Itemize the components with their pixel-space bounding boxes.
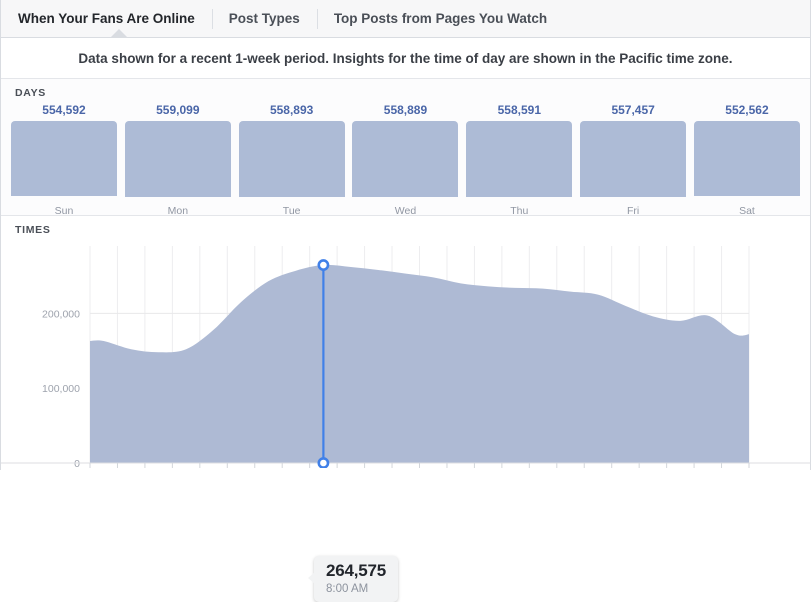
chart-selection-handle-top[interactable] [317,259,330,271]
day-bar-sat[interactable]: 552,562 [693,103,800,199]
chart-selection-marker [317,259,330,468]
day-axis-label-sun: Sun [54,205,74,217]
day-bar-rect [466,121,573,197]
chart-area-series [90,264,749,463]
times-section-label: TIMES [15,224,51,236]
tab-when-your-fans-are-online[interactable]: When Your Fans Are Online [1,0,212,38]
day-bar-rect [238,121,345,197]
day-axis-label-wed: Wed [394,205,417,217]
day-bar-value: 557,457 [611,103,655,117]
tooltip-time: 8:00 AM [326,583,369,595]
tooltip-value: 264,575 [326,561,387,580]
day-axis-label-tue: Tue [282,205,301,217]
day-bar-mon[interactable]: 559,099 [124,103,231,199]
day-bar-value: 559,099 [156,103,200,117]
day-bar-wed[interactable]: 558,889 [352,103,459,199]
day-axis-label-thu: Thu [510,205,529,217]
subtitle-row: Data shown for a recent 1-week period. I… [1,38,810,79]
days-section-label: DAYS [15,87,47,99]
day-bar-fri[interactable]: 557,457 [580,103,687,199]
chart-y-tick-label: 200,000 [42,308,80,320]
day-axis-label-fri: Fri [627,205,640,217]
day-bar-rect [11,121,117,196]
day-bar-value: 558,591 [497,103,541,117]
chart-x-axis: 3:00 AM6:00 AM9:00 AM3:00 PM6:00 PM9:00 … [1,462,811,468]
tab-label: Post Types [228,11,300,26]
day-axis-label-sat: Sat [739,205,755,217]
day-bar-thu[interactable]: 558,591 [466,103,573,199]
chart-tooltip: 264,575 8:00 AM [307,556,399,602]
day-axis-label-mon: Mon [167,205,189,217]
day-bar-value: 558,893 [269,103,314,117]
tab-label: When Your Fans Are Online [18,11,195,26]
days-axis-labels: Sun Mon Tue Wed Thu Fri Sat [11,205,800,217]
active-tab-caret-icon [110,29,128,38]
day-bar-rect [352,121,459,197]
days-section: DAYS 554,592 559,099 558,893 558,889 558,591… [1,79,810,217]
subtitle-text: Data shown for a recent 1-week period. I… [78,50,733,66]
tab-bar: When Your Fans Are Online Post Types Top… [1,0,810,38]
day-bar-rect [693,121,800,196]
tab-top-posts-from-pages-you-watch[interactable]: Top Posts from Pages You Watch [316,0,564,38]
tab-post-types[interactable]: Post Types [211,0,317,38]
day-bar-sun[interactable]: 554,592 [11,103,117,199]
days-bar-chart: 554,592 559,099 558,893 558,889 558,591 557,4… [11,103,800,199]
day-bar-value: 552,562 [725,103,769,117]
day-bar-rect [580,121,687,197]
day-bar-rect [124,121,231,197]
day-bar-value: 558,889 [383,103,428,117]
chart-selection-handle-bottom[interactable] [317,457,330,468]
day-bar-tue[interactable]: 558,893 [238,103,345,199]
chart-y-tick-label: 100,000 [42,383,80,395]
tab-label: Top Posts from Pages You Watch [333,11,548,26]
day-bar-value: 554,592 [42,103,86,117]
